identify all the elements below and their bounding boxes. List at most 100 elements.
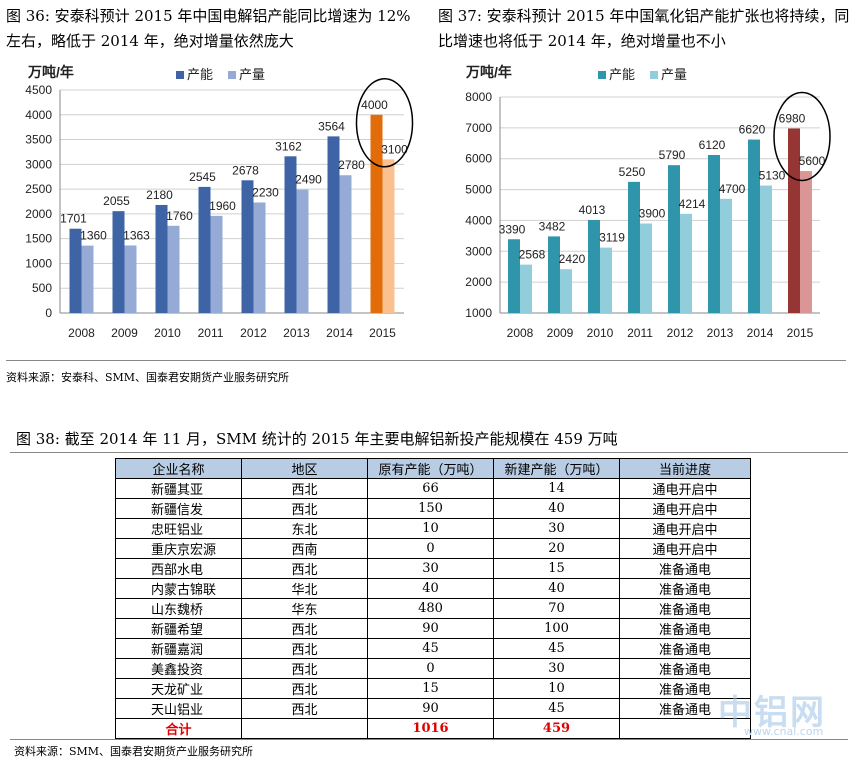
watermark-logo: 中铝网: [718, 693, 826, 733]
data-label: 3564: [318, 119, 345, 133]
y-tick-label: 2500: [25, 182, 52, 196]
cell-progress: 通电开启中: [619, 518, 751, 539]
y-tick-label: 1500: [25, 232, 52, 246]
cell-region: 西北: [241, 658, 368, 679]
x-tick-label: 2014: [326, 326, 353, 340]
cell-company: 新疆嘉润: [115, 638, 242, 659]
x-tick-label: 2011: [627, 326, 653, 340]
y-tick-label: 0: [45, 306, 52, 320]
cell-progress: 通电开启中: [619, 478, 751, 499]
cell-progress: 通电开启中: [619, 538, 751, 559]
total-new: 459: [493, 718, 620, 739]
x-tick-label: 2010: [154, 326, 181, 340]
cell-progress: 准备通电: [619, 658, 751, 679]
x-tick-label: 2008: [507, 326, 534, 340]
cell-new: 30: [493, 518, 620, 539]
cell-new: 14: [493, 478, 620, 499]
cell-region: 西北: [241, 558, 368, 579]
cell-existing: 90: [367, 618, 494, 639]
y-tick-label: 5000: [465, 183, 492, 197]
cell-region: 华北: [241, 578, 368, 599]
y-tick-label: 6000: [465, 152, 492, 166]
x-tick-label: 2011: [198, 326, 224, 340]
cell-existing: 40: [367, 578, 494, 599]
bar-capacity-2012: [668, 165, 680, 313]
data-label: 1360: [80, 229, 107, 243]
table-row: 美鑫投资 西北 0 30 准备通电: [115, 658, 751, 679]
chart-alumina-capacity: 万吨/年 产能 产量 1000 2000 3000 4000 5000 6000 7000 8000…: [438, 55, 848, 355]
data-label: 2780: [338, 158, 365, 172]
x-tick-label: 2013: [283, 326, 310, 340]
bar-capacity-2011: [198, 186, 211, 313]
data-label: 3482: [539, 219, 566, 233]
bar-capacity-2012: [241, 180, 254, 313]
divider: [10, 452, 848, 453]
cell-progress: 通电开启中: [619, 498, 751, 519]
cell-existing: 15: [367, 678, 494, 699]
cell-new: 40: [493, 578, 620, 599]
cell-company: 天龙矿业: [115, 678, 242, 699]
data-label: 2230: [252, 185, 279, 199]
table-row: 天龙矿业 西北 15 10 准备通电: [115, 678, 751, 699]
cell-company: 天山铝业: [115, 698, 242, 719]
data-label: 2678: [232, 163, 259, 177]
cell-existing: 90: [367, 698, 494, 719]
table-row: 重庆京宏源 西南 0 20 通电开启中: [115, 538, 751, 559]
x-tick-label: 2009: [111, 326, 138, 340]
unit-label: 万吨/年: [27, 64, 74, 80]
bar-output-2015: [382, 159, 395, 313]
data-label: 4013: [579, 203, 606, 217]
bar-capacity-2013: [284, 156, 297, 313]
data-label: 1960: [209, 199, 236, 213]
bar-output-2009: [560, 269, 572, 313]
table-row: 新疆希望 西北 90 100 准备通电: [115, 618, 751, 639]
cell-company: 重庆京宏源: [115, 538, 242, 559]
cell-region: 西北: [241, 638, 368, 659]
cell-company: 新疆其亚: [115, 478, 242, 499]
data-label: 1760: [166, 209, 193, 223]
cell-progress: 准备通电: [619, 598, 751, 619]
legend-swatch-1: [176, 71, 184, 79]
data-label: 4000: [361, 98, 388, 112]
cell-region: 西南: [241, 538, 368, 559]
highlight-ellipse: [355, 78, 414, 168]
cell-region: 西北: [241, 678, 368, 699]
table-total-row: 合计 1016 459: [115, 718, 751, 739]
y-tick-label: 3000: [25, 157, 52, 171]
data-label: 6980: [779, 111, 806, 125]
chart-alumina-capacity-svg: 万吨/年 产能 产量 1000 2000 3000 4000 5000 6000 7000 8000…: [465, 64, 831, 340]
bar-output-2009: [124, 245, 137, 313]
figure-36-caption: 图 36: 安泰科预计 2015 年中国电解铝产能同比增速为 12%左右，略低于…: [6, 7, 411, 50]
cell-new: 70: [493, 598, 620, 619]
y-tick-label: 4500: [25, 83, 52, 97]
new-capacity-table: 企业名称 地区 原有产能（万吨） 新建产能（万吨） 当前进度 新疆其亚 西北 66 1…: [115, 458, 751, 739]
data-label: 3162: [275, 139, 302, 153]
bar-output-2013: [296, 189, 309, 313]
bar-output-2012: [253, 202, 266, 313]
col-header-progress: 当前进度: [619, 458, 751, 479]
data-label: 4700: [719, 182, 746, 196]
data-label: 5250: [619, 165, 646, 179]
cell-existing: 0: [367, 538, 494, 559]
data-label: 4214: [679, 197, 706, 211]
legend-swatch-1: [598, 71, 606, 79]
data-label: 5790: [659, 148, 686, 162]
y-tick-label: 4000: [25, 108, 52, 122]
cell-new: 15: [493, 558, 620, 579]
y-tick-label: 500: [32, 281, 52, 295]
table-row: 新疆嘉润 西北 45 45 准备通电: [115, 638, 751, 659]
cell-region: 东北: [241, 518, 368, 539]
bar-capacity-2013: [708, 155, 720, 313]
data-label: 2055: [103, 194, 130, 208]
chart-aluminium-capacity: 万吨/年 产能 产量 0 500 1000 1500 2000 2500 3000 3500 4000…: [6, 55, 416, 355]
data-label: 2568: [519, 248, 546, 262]
cell-existing: 480: [367, 598, 494, 619]
bar-output-2014: [339, 175, 352, 313]
x-tick-label: 2008: [68, 326, 95, 340]
cell-region: 西北: [241, 498, 368, 519]
bar-output-2015: [800, 171, 812, 313]
y-tick-label: 1000: [25, 256, 52, 270]
highlight-ellipse: [773, 91, 831, 182]
cell-progress: 准备通电: [619, 618, 751, 639]
table-row: 内蒙古锦联 华北 40 40 准备通电: [115, 578, 751, 599]
